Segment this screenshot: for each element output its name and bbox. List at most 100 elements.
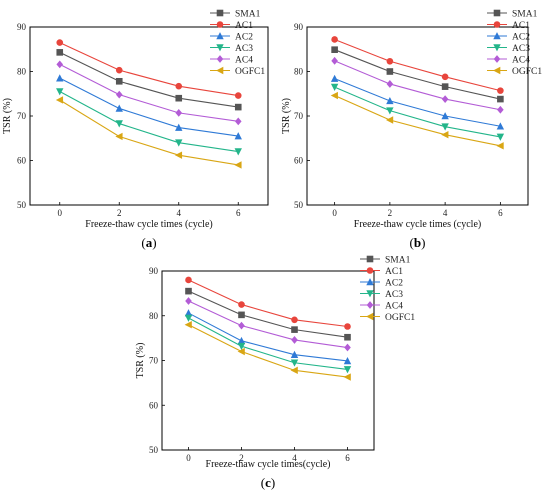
legend-marker-ogfc1 — [366, 312, 374, 321]
data-point-ac3 — [115, 120, 123, 128]
data-point-ogfc1 — [115, 132, 123, 141]
series-line-sma1 — [188, 290, 348, 338]
legend-label-ac3: AC3 — [385, 290, 403, 300]
data-point-ac3 — [330, 83, 339, 91]
y-tick-label: 80 — [17, 67, 27, 77]
x-tick-label: 6 — [345, 453, 350, 463]
data-point-ogfc1 — [343, 373, 351, 381]
data-point-ac4 — [238, 321, 245, 330]
series-line-ogfc1 — [59, 99, 239, 166]
panel-label: (c) — [261, 475, 275, 490]
data-point-ac3 — [290, 359, 299, 367]
data-point-ac4 — [115, 90, 123, 99]
data-point-ac2 — [234, 132, 242, 140]
data-point-sma1 — [441, 83, 449, 90]
data-point-ac1 — [175, 82, 183, 90]
data-point-ac4 — [175, 108, 183, 117]
data-point-ac1 — [234, 92, 242, 99]
data-point-ac4 — [441, 95, 449, 103]
data-point-ac2 — [343, 357, 352, 365]
y-axis-title: TSR (%) — [2, 98, 13, 134]
data-point-sma1 — [185, 287, 192, 295]
series-line-ac4 — [334, 60, 501, 111]
data-point-ac1 — [238, 301, 245, 308]
panel-label: (a) — [141, 235, 156, 250]
data-point-sma1 — [234, 103, 242, 111]
data-point-ac1 — [441, 73, 449, 81]
series-line-sma1 — [334, 49, 501, 100]
y-tick-label: 50 — [294, 200, 304, 210]
y-tick-label: 70 — [17, 111, 27, 121]
x-tick-label: 4 — [292, 453, 297, 463]
legend-marker-sma1 — [366, 255, 374, 263]
x-tick-label: 0 — [332, 208, 337, 218]
y-tick-label: 90 — [149, 266, 159, 276]
data-point-ac1 — [115, 66, 123, 74]
y-tick-label: 50 — [17, 200, 27, 210]
series-line-ogfc1 — [188, 324, 348, 378]
data-point-ogfc1 — [234, 161, 242, 169]
legend-label-ogfc1: OGFC1 — [512, 67, 542, 77]
data-point-sma1 — [238, 311, 245, 319]
legend-marker-sma1 — [216, 9, 224, 17]
legend-marker-ac3 — [366, 290, 374, 298]
x-tick-label: 4 — [443, 208, 448, 218]
data-point-ac1 — [331, 36, 338, 43]
y-tick-label: 60 — [294, 156, 304, 166]
data-point-ac1 — [344, 323, 351, 330]
legend-marker-ac4 — [493, 55, 501, 63]
data-point-sma1 — [386, 68, 394, 75]
data-point-ac3 — [343, 366, 352, 374]
data-point-ac2 — [386, 96, 394, 105]
y-tick-label: 90 — [17, 22, 27, 32]
data-point-ac1 — [185, 276, 192, 284]
y-axis-title: TSR (%) — [281, 98, 292, 134]
legend-label-ac2: AC2 — [235, 33, 253, 43]
legend-label-ac1: AC1 — [385, 267, 403, 277]
series-line-ac1 — [59, 42, 239, 97]
data-point-ogfc1 — [55, 96, 64, 104]
series-line-ac1 — [334, 38, 501, 92]
legend-label-ac1: AC1 — [235, 21, 253, 31]
data-point-sma1 — [56, 49, 64, 56]
chart-panel-b: 50 60 70 80 90 0 2 4 6 Freeze-thaw cycle times (c… — [281, 10, 542, 251]
series-line-ac3 — [334, 86, 501, 138]
data-point-ac2 — [175, 123, 183, 131]
series-line-ac1 — [188, 279, 348, 328]
series-line-sma1 — [59, 51, 239, 108]
legend-label-ogfc1: OGFC1 — [385, 313, 415, 323]
data-point-ac1 — [291, 316, 298, 324]
legend-marker-ac1 — [493, 21, 501, 28]
series-line-ac3 — [188, 317, 348, 370]
legend-label-ac1: AC1 — [512, 21, 530, 31]
x-tick-label: 2 — [117, 208, 122, 218]
x-tick-label: 2 — [239, 453, 244, 463]
data-point-ac1 — [497, 87, 504, 94]
data-point-ac3 — [441, 123, 449, 131]
data-point-ac4 — [386, 80, 394, 88]
legend-label-ac3: AC3 — [235, 44, 253, 54]
data-point-ac2 — [290, 350, 299, 358]
y-tick-label: 60 — [149, 400, 159, 410]
y-tick-label: 70 — [294, 111, 304, 121]
data-point-ac2 — [56, 74, 64, 82]
plot-frame — [29, 26, 269, 206]
chart-panel-a: 50 60 70 80 90 0 2 4 6 Freeze-thaw cycle times (c… — [2, 9, 269, 250]
data-point-sma1 — [175, 94, 183, 102]
data-point-ac4 — [234, 117, 242, 126]
y-tick-label: 80 — [149, 311, 159, 321]
data-point-ac3 — [175, 139, 183, 147]
data-point-ac4 — [291, 336, 298, 344]
data-point-ac3 — [496, 133, 505, 141]
data-point-sma1 — [115, 77, 123, 85]
legend-marker-sma1 — [493, 9, 501, 17]
data-point-sma1 — [291, 326, 298, 333]
series-line-ac2 — [59, 77, 239, 137]
legend-label-ac4: AC4 — [235, 56, 253, 66]
legend-label-ac2: AC2 — [512, 33, 530, 43]
data-point-ac2 — [237, 336, 246, 345]
data-point-ogfc1 — [174, 151, 183, 159]
data-point-ogfc1 — [385, 116, 394, 124]
